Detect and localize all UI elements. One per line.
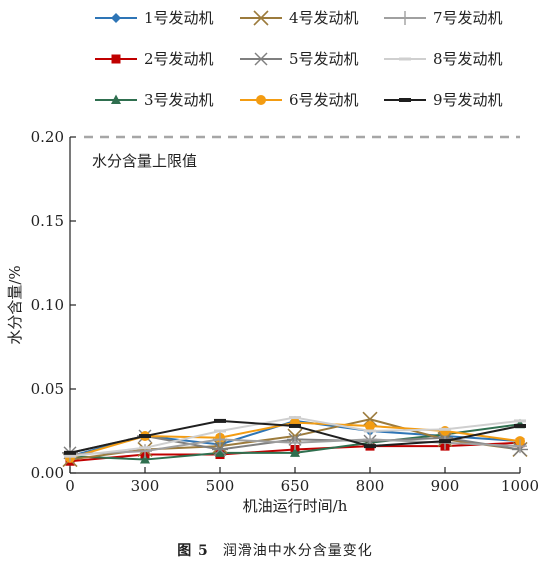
- legend-item: 5号发动机: [240, 50, 359, 68]
- data-point: [213, 432, 227, 447]
- x-tick-label: 1000: [501, 477, 539, 495]
- data-point: [289, 423, 301, 428]
- legend-label: 4号发动机: [289, 9, 359, 27]
- legend-label: 2号发动机: [144, 50, 214, 68]
- data-point: [139, 434, 151, 439]
- data-point: [288, 435, 302, 450]
- data-point: [514, 423, 526, 428]
- x-tick-label: 650: [281, 477, 310, 495]
- legend-marker: [256, 95, 266, 105]
- legend-item: 1号发动机: [95, 9, 214, 27]
- series-8: [64, 416, 526, 458]
- data-point: [140, 454, 150, 464]
- data-point: [139, 446, 151, 450]
- y-tick-label: 0.20: [31, 128, 64, 146]
- data-point: [362, 411, 378, 427]
- figure-title: 润滑油中水分含量变化: [222, 543, 373, 559]
- y-ticks: 0.00 0.05 0.10 0.15 0.20: [31, 128, 76, 482]
- figure-label: 图 5: [177, 543, 209, 559]
- data-point: [214, 418, 226, 423]
- figure-caption: 图 5 润滑油中水分含量变化: [0, 540, 550, 560]
- data-point: [365, 420, 375, 431]
- legend-label: 1号发动机: [144, 9, 214, 27]
- legend-marker: [398, 11, 412, 25]
- x-axis-label: 机油运行时间/h: [243, 497, 348, 515]
- data-point: [215, 447, 225, 457]
- legend-item: 3号发动机: [95, 91, 214, 109]
- legend-label: 3号发动机: [144, 91, 214, 109]
- data-point: [290, 447, 300, 457]
- legend-marker: [399, 57, 411, 61]
- data-point: [514, 419, 526, 423]
- data-point: [439, 427, 451, 431]
- data-point: [64, 454, 76, 458]
- legend-item: 4号发动机: [240, 9, 359, 27]
- legend-marker: [111, 94, 121, 104]
- y-tick-label: 0.00: [31, 464, 64, 482]
- data-point: [513, 439, 527, 454]
- legend-label: 8号发动机: [433, 50, 503, 68]
- data-point: [363, 432, 377, 447]
- legend-marker: [253, 10, 269, 26]
- x-ticks: 0 300 500 650 800 900 1000: [65, 467, 539, 495]
- legend-marker: [111, 54, 121, 64]
- data-point: [440, 426, 450, 436]
- legend-label: 5号发动机: [289, 50, 359, 68]
- legend: 1号发动机 2号发动机 3号发动机 4号发动机 5号发动机 6号发动机 7号发动机 8号发动机…: [95, 9, 503, 109]
- legend-marker: [253, 52, 269, 66]
- x-tick-label: 900: [431, 477, 460, 495]
- legend-item: 8号发动机: [384, 50, 503, 68]
- legend-marker: [399, 98, 411, 102]
- legend-item: 9号发动机: [384, 91, 503, 109]
- series-group: [62, 411, 528, 468]
- y-tick-label: 0.15: [31, 212, 64, 230]
- data-point: [214, 429, 226, 433]
- data-point: [64, 450, 76, 455]
- data-point: [364, 429, 376, 433]
- legend-label: 9号发动机: [433, 91, 503, 109]
- y-axis-label: 水分含量/%: [6, 265, 24, 344]
- legend-item: 2号发动机: [95, 50, 214, 68]
- data-point: [364, 444, 376, 449]
- data-point: [439, 439, 451, 444]
- legend-item: 6号发动机: [240, 91, 359, 109]
- series-9: [64, 418, 526, 455]
- legend-label: 7号发动机: [433, 9, 503, 27]
- x-tick-label: 300: [131, 477, 160, 495]
- limit-label: 水分含量上限值: [92, 152, 197, 170]
- y-tick-label: 0.05: [31, 380, 64, 398]
- legend-item: 7号发动机: [384, 9, 503, 27]
- data-point: [289, 416, 301, 420]
- x-tick-label: 500: [206, 477, 235, 495]
- data-point: [212, 442, 228, 456]
- legend-label: 6号发动机: [289, 91, 359, 109]
- y-tick-label: 0.10: [31, 296, 64, 314]
- x-tick-label: 800: [356, 477, 385, 495]
- x-tick-label: 0: [65, 477, 75, 495]
- legend-marker: [111, 13, 121, 23]
